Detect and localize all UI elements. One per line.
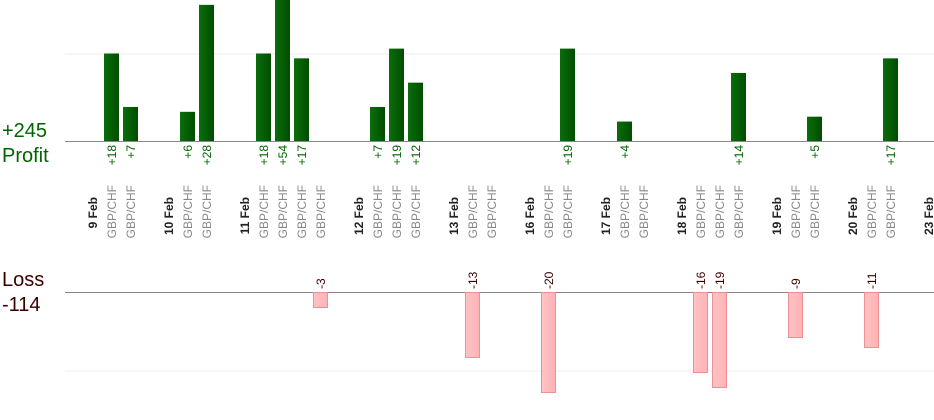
profit-bar [275, 0, 290, 141]
loss-bar [313, 292, 328, 308]
pair-label: GBP/CHF [371, 185, 385, 238]
pair-label: GBP/CHF [200, 185, 214, 238]
pair-label: GBP/CHF [865, 185, 879, 238]
loss-bar [864, 292, 879, 348]
profit-bar [123, 106, 138, 141]
date-label: 23 Feb [922, 197, 934, 235]
profit-data-label: +17 [295, 145, 309, 166]
loss-data-label: -16 [694, 271, 708, 289]
profit-data-label: +19 [561, 145, 575, 166]
profit-data-label: +6 [181, 145, 195, 159]
profit-data-label: +14 [732, 145, 746, 166]
pair-label: GBP/CHF [390, 185, 404, 238]
profit-data-label: +7 [371, 145, 385, 159]
pair-label: GBP/CHF [884, 185, 898, 238]
pair-label: GBP/CHF [618, 185, 632, 238]
profit-data-label: +18 [105, 145, 119, 166]
pair-label: GBP/CHF [276, 185, 290, 238]
pair-label: GBP/CHF [124, 185, 138, 238]
profit-data-label: +18 [257, 145, 271, 166]
profit-bar [180, 111, 195, 141]
pair-label: GBP/CHF [181, 185, 195, 238]
loss-data-label: -13 [466, 271, 480, 289]
date-label: 12 Feb [352, 197, 366, 235]
profit-bar [731, 72, 746, 141]
pair-label: GBP/CHF [466, 185, 480, 238]
pair-label: GBP/CHF [485, 185, 499, 238]
loss-data-label: -3 [314, 278, 328, 289]
date-label: 20 Feb [846, 197, 860, 235]
profit-data-label: +7 [124, 145, 138, 159]
pair-label: GBP/CHF [637, 185, 651, 238]
profit-bar [617, 121, 632, 141]
pair-label: GBP/CHF [295, 185, 309, 238]
pair-label: GBP/CHF [105, 185, 119, 238]
pair-label: GBP/CHF [561, 185, 575, 238]
date-label: 18 Feb [675, 197, 689, 235]
pair-label: GBP/CHF [542, 185, 556, 238]
profit-data-label: +5 [808, 145, 822, 159]
date-label: 17 Feb [599, 197, 613, 235]
profit-data-label: +19 [390, 145, 404, 166]
loss-data-label: -19 [713, 271, 727, 289]
profit-total: +245 [2, 120, 48, 142]
profit-data-label: +17 [884, 145, 898, 166]
loss-bar [788, 292, 803, 338]
pair-label: GBP/CHF [694, 185, 708, 238]
date-label: 11 Feb [238, 197, 252, 234]
loss-bar [541, 292, 556, 393]
date-label: 9 Feb [86, 197, 100, 228]
pair-label: GBP/CHF [257, 185, 271, 238]
profit-bar [807, 116, 822, 141]
profit-label: Profit [2, 145, 49, 167]
date-label: 10 Feb [162, 197, 176, 235]
loss-label: Loss [2, 269, 45, 291]
profit-data-label: +54 [276, 145, 290, 166]
profit-bar [883, 58, 898, 141]
date-label: 13 Feb [447, 197, 461, 235]
loss-data-label: -20 [542, 271, 556, 289]
loss-data-label: -9 [789, 278, 803, 289]
loss-bar [465, 292, 480, 358]
date-label: 16 Feb [523, 197, 537, 235]
profit-bar [370, 106, 385, 141]
loss-bar [712, 292, 727, 388]
loss-data-label: -11 [865, 272, 879, 289]
profit-data-label: +28 [200, 145, 214, 166]
loss-total: -114 [2, 294, 41, 316]
pair-label: GBP/CHF [789, 185, 803, 238]
profit-data-label: +4 [618, 145, 632, 159]
profit-bar [389, 48, 404, 141]
loss-bar [693, 292, 708, 373]
pair-label: GBP/CHF [713, 185, 727, 238]
profit-data-label: +12 [409, 145, 423, 166]
profit-bar [256, 53, 271, 141]
profit-bar [294, 58, 309, 141]
profit-bar [560, 48, 575, 141]
pair-label: GBP/CHF [314, 185, 328, 238]
profit-bar [104, 53, 119, 141]
profit-bar [408, 82, 423, 141]
profit-bar [199, 4, 214, 141]
pair-label: GBP/CHF [732, 185, 746, 238]
pair-label: GBP/CHF [409, 185, 423, 238]
pair-label: GBP/CHF [808, 185, 822, 238]
date-label: 19 Feb [770, 197, 784, 235]
